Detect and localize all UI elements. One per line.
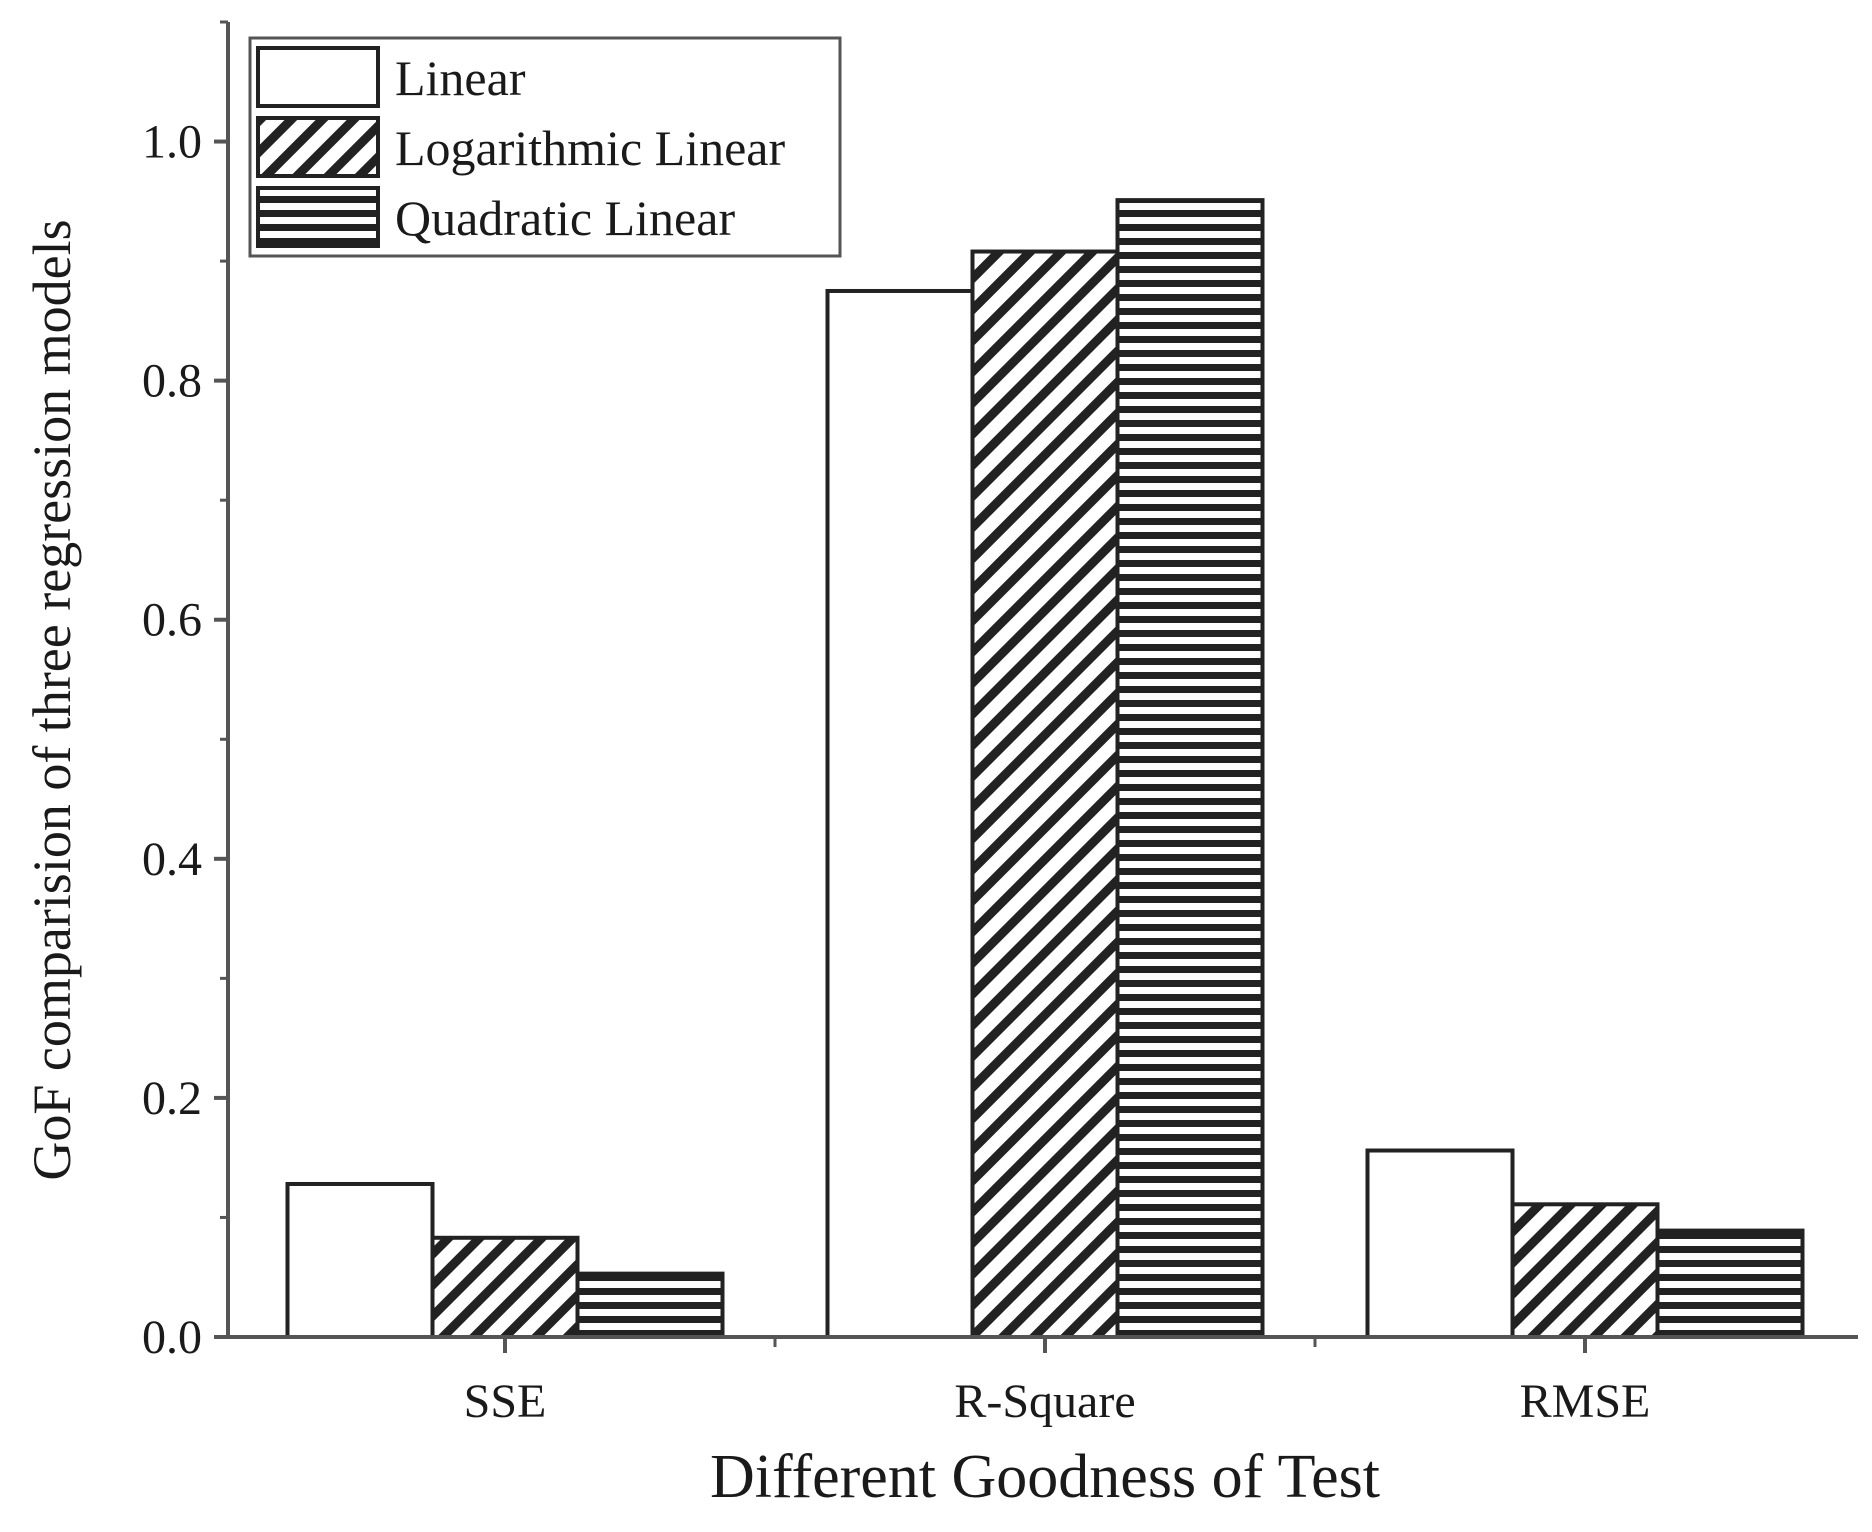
bar-quadratic-linear-rmse — [1655, 1228, 1805, 1339]
bar-logarithmic-linear-rmse — [1510, 1202, 1660, 1340]
legend-item-quadratic-linear: Quadratic Linear — [256, 186, 735, 248]
x-tick-label-r-square: R-Square — [954, 1375, 1135, 1428]
legend-label-logarithmic-linear: Logarithmic Linear — [395, 120, 785, 176]
legend-swatch-logarithmic-linear — [256, 116, 380, 178]
y-axis-title: GoF comparision of three regression mode… — [22, 219, 82, 1180]
axes-group — [214, 20, 1858, 1353]
bar-linear-sse — [285, 1181, 435, 1339]
legend-label-linear: Linear — [395, 50, 526, 106]
y-tick-label: 0.8 — [142, 355, 202, 408]
legend-item-linear: Linear — [256, 46, 526, 108]
x-axis-title: Different Goodness of Test — [710, 1443, 1380, 1511]
legend-swatch-linear — [256, 46, 380, 108]
bar-quadratic-linear-r-square — [1115, 198, 1265, 1340]
bar-linear-r-square — [825, 288, 975, 1339]
x-tick-label-sse: SSE — [464, 1375, 547, 1428]
y-tick-label: 0.0 — [142, 1311, 202, 1364]
y-tick-label: 1.0 — [142, 116, 202, 169]
legend: Linear Logarithmic Linear Quadratic Line… — [248, 36, 842, 258]
bar-logarithmic-linear-sse — [430, 1235, 580, 1339]
bar-quadratic-linear-sse — [575, 1271, 725, 1339]
bar-linear-rmse — [1365, 1148, 1515, 1339]
bar-logarithmic-linear-r-square — [970, 249, 1120, 1340]
legend-item-logarithmic-linear: Logarithmic Linear — [256, 116, 785, 178]
y-tick-label: 0.4 — [142, 833, 202, 886]
y-tick-label: 0.6 — [142, 594, 202, 647]
bars-group — [285, 198, 1805, 1340]
x-tick-label-rmse: RMSE — [1520, 1375, 1651, 1428]
legend-swatch-quadratic-linear — [256, 186, 380, 248]
tick-labels-group: 0.0 0.2 0.4 0.6 0.8 1.0 SSE R-Square RMSE — [142, 116, 1650, 1428]
legend-label-quadratic-linear: Quadratic Linear — [395, 190, 735, 246]
y-tick-label: 0.2 — [142, 1072, 202, 1125]
